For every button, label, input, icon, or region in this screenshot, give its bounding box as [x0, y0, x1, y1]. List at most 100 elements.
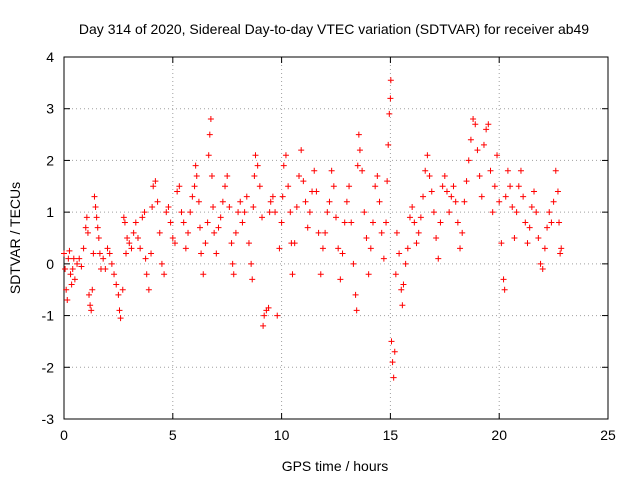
data-point	[96, 250, 103, 257]
data-point	[385, 141, 392, 148]
data-point	[372, 183, 379, 190]
data-point	[119, 286, 126, 293]
x-axis-label: GPS time / hours	[282, 458, 389, 474]
y-tick-label: 3	[46, 101, 54, 117]
data-point	[115, 291, 122, 298]
data-point	[192, 162, 199, 169]
data-point	[256, 183, 263, 190]
data-point	[111, 271, 118, 278]
data-point	[93, 214, 100, 221]
data-point	[507, 183, 514, 190]
data-point	[384, 178, 391, 185]
data-point	[322, 229, 329, 236]
data-point	[311, 167, 318, 174]
data-point	[494, 152, 501, 159]
data-point	[498, 240, 505, 247]
data-point	[92, 203, 99, 210]
data-point	[387, 95, 394, 102]
data-point	[315, 229, 322, 236]
data-point	[265, 304, 272, 311]
data-point	[230, 271, 237, 278]
data-point	[222, 183, 229, 190]
data-point	[171, 240, 178, 247]
data-point	[489, 209, 496, 216]
data-point	[126, 240, 133, 247]
data-point	[259, 214, 266, 221]
data-point	[520, 193, 527, 200]
data-point	[287, 209, 294, 216]
data-point	[396, 250, 403, 257]
data-point	[502, 193, 509, 200]
chart-title: Day 314 of 2020, Sidereal Day-to-day VTE…	[79, 21, 589, 37]
data-point	[213, 250, 220, 257]
data-point	[426, 172, 433, 179]
data-point	[150, 183, 157, 190]
grid-lines	[64, 57, 608, 419]
data-point	[491, 183, 498, 190]
data-point	[343, 198, 350, 205]
data-point	[189, 193, 196, 200]
data-point	[161, 271, 168, 278]
data-point	[352, 291, 359, 298]
data-point	[104, 245, 111, 252]
data-point	[365, 271, 372, 278]
data-point	[480, 141, 487, 148]
data-point	[413, 240, 420, 247]
plot-frame	[63, 56, 609, 420]
data-point	[276, 245, 283, 252]
data-point	[558, 245, 565, 252]
data-point	[182, 245, 189, 252]
data-point	[132, 219, 139, 226]
data-point	[557, 250, 564, 257]
x-tick-label: 25	[600, 427, 616, 443]
data-point	[252, 152, 259, 159]
data-point	[267, 198, 274, 205]
data-point	[350, 260, 357, 267]
data-point	[260, 322, 267, 329]
data-point	[386, 110, 393, 117]
data-point	[206, 131, 213, 138]
data-point	[515, 183, 522, 190]
data-point	[106, 250, 113, 257]
data-point	[178, 209, 185, 216]
data-point	[90, 250, 97, 257]
data-point	[241, 209, 248, 216]
data-point	[84, 229, 91, 236]
data-point	[367, 245, 374, 252]
data-point	[272, 209, 279, 216]
data-point	[378, 229, 385, 236]
data-point	[333, 214, 339, 221]
data-point	[142, 255, 149, 262]
data-point	[195, 198, 202, 205]
x-tick-label: 20	[491, 427, 507, 443]
data-point	[409, 203, 416, 210]
data-point	[202, 240, 209, 247]
data-point	[341, 219, 348, 226]
data-point	[191, 183, 198, 190]
data-point	[424, 152, 431, 159]
y-tick-label: 1	[46, 204, 54, 220]
data-point	[300, 178, 307, 185]
x-tick-label: 0	[60, 427, 68, 443]
data-point	[239, 219, 246, 226]
data-point	[108, 260, 115, 267]
data-point	[417, 214, 424, 221]
data-point	[324, 209, 331, 216]
data-point	[243, 193, 250, 200]
data-point	[383, 219, 390, 226]
data-point	[459, 229, 466, 236]
data-point	[82, 224, 89, 231]
data-point	[422, 167, 429, 174]
data-point	[501, 286, 508, 293]
data-point	[496, 198, 503, 205]
data-point	[361, 209, 368, 216]
data-point	[526, 224, 533, 231]
data-point	[483, 126, 490, 133]
data-point	[363, 235, 370, 241]
data-point	[528, 203, 535, 210]
data-point	[198, 250, 205, 257]
data-point	[128, 245, 135, 252]
data-point	[229, 260, 236, 267]
data-point	[278, 219, 285, 226]
data-point	[298, 147, 305, 154]
